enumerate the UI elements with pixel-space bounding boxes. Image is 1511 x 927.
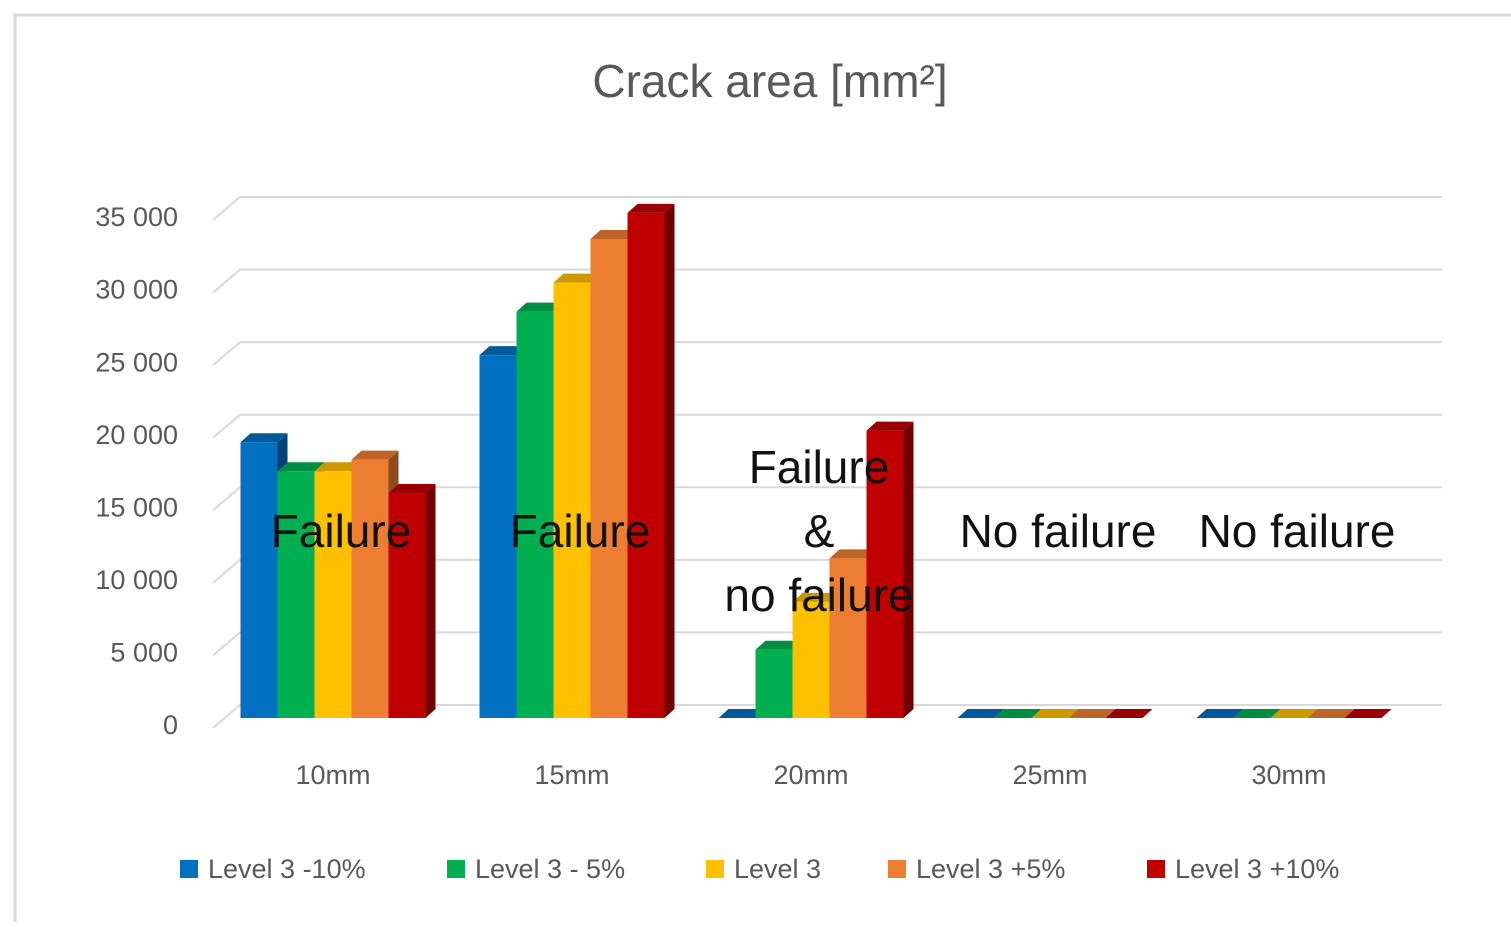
annotation: no failure [724, 569, 913, 621]
bar-top [994, 709, 1042, 718]
bar [351, 459, 389, 718]
bar [829, 558, 867, 718]
y-tick-label: 25 000 [95, 347, 178, 377]
bar [388, 493, 426, 718]
annotation: No failure [1199, 505, 1396, 557]
x-tick-label: 30mm [1251, 760, 1326, 790]
y-tick-label: 35 000 [95, 202, 178, 232]
bar-top [792, 592, 840, 602]
bar-group [1233, 709, 1281, 718]
bar-top [1344, 709, 1392, 718]
bar-top [1196, 709, 1244, 718]
bar-group [957, 709, 1005, 718]
bar-top [755, 640, 803, 650]
chart-title: Crack area [mm²] [592, 55, 947, 107]
annotation: Failure [510, 505, 651, 557]
bar-top [1068, 709, 1116, 718]
bar-top [1031, 709, 1079, 718]
bar-group [627, 203, 675, 719]
bar-side [903, 421, 914, 718]
legend-label: Level 3 -10% [208, 854, 366, 884]
bar-group [388, 484, 436, 718]
legend-swatch [180, 860, 198, 878]
bar [479, 355, 517, 718]
bar-top [314, 462, 362, 472]
bar-top [590, 230, 638, 240]
bar [553, 282, 591, 718]
grid-line [212, 268, 1442, 294]
grid-line [212, 341, 1442, 366]
grid-line [212, 413, 1442, 439]
grid-line [212, 631, 1442, 657]
annotation: No failure [960, 505, 1157, 557]
bar [277, 471, 315, 718]
y-tick-label: 5 000 [110, 638, 178, 668]
bar-top [957, 709, 1005, 718]
legend-swatch [1147, 860, 1165, 878]
bar [240, 442, 278, 718]
x-tick-label: 25mm [1012, 760, 1087, 790]
bar [516, 311, 554, 718]
bar-group [1344, 709, 1392, 718]
legend-label: Level 3 - 5% [475, 854, 625, 884]
bar-top [718, 709, 766, 718]
legend-swatch [706, 860, 724, 878]
bar-group [1270, 709, 1318, 718]
bar-top [479, 346, 527, 356]
annotation: Failure [749, 441, 890, 493]
bar [627, 212, 665, 718]
bar-group [1031, 709, 1079, 718]
bar-side [425, 484, 436, 718]
bar [866, 430, 904, 718]
bar-group [1196, 709, 1244, 718]
bar-top [829, 549, 877, 559]
bar-top [1105, 709, 1153, 718]
x-tick-label: 15mm [534, 760, 609, 790]
bar [792, 601, 830, 718]
bar-top [866, 421, 914, 431]
bar-top [1270, 709, 1318, 718]
legend-swatch [447, 860, 465, 878]
bar-top [277, 462, 325, 472]
bar-top [627, 203, 675, 213]
bar-top [1307, 709, 1355, 718]
bar-top [240, 433, 288, 443]
bar-top [553, 273, 601, 283]
bar [590, 239, 628, 718]
bar-group [994, 709, 1042, 718]
bar-side [664, 203, 675, 719]
legend-label: Level 3 [734, 854, 821, 884]
bar-top [388, 484, 436, 494]
grid-line [212, 196, 1442, 221]
bar-top [1233, 709, 1281, 718]
annotation: Failure [271, 505, 412, 557]
y-tick-label: 20 000 [95, 420, 178, 450]
y-tick-label: 30 000 [95, 275, 178, 305]
y-tick-label: 10 000 [95, 565, 178, 595]
x-tick-label: 10mm [295, 760, 370, 790]
annotation: & [804, 505, 835, 557]
y-tick-label: 0 [163, 710, 178, 740]
legend-swatch [888, 860, 906, 878]
bar-group [1105, 709, 1153, 718]
legend-label: Level 3 +10% [1175, 854, 1339, 884]
x-tick-label: 20mm [773, 760, 848, 790]
y-tick-label: 15 000 [95, 492, 178, 522]
bar-group [1068, 709, 1116, 718]
bar-top [516, 302, 564, 312]
grid-line [212, 704, 1442, 729]
bar-top [351, 450, 399, 460]
bar [755, 649, 793, 718]
bar [314, 471, 352, 718]
grid-line [212, 486, 1442, 512]
bar-group [866, 421, 914, 718]
bar-group [1307, 709, 1355, 718]
legend-label: Level 3 +5% [916, 854, 1065, 884]
grid-line [212, 558, 1442, 584]
bar-group [718, 709, 766, 718]
